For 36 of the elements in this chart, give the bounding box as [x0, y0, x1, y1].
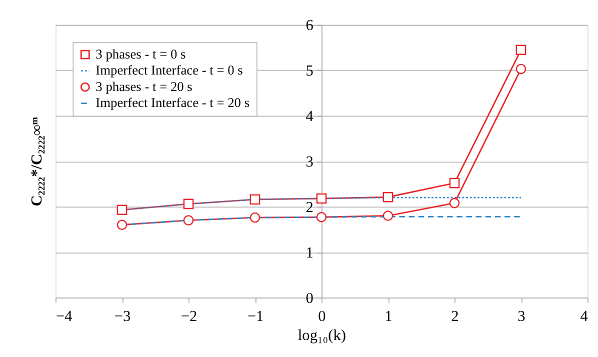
y-tick-label: 5	[306, 62, 314, 80]
x-tick-label: 2	[451, 308, 459, 326]
point	[382, 210, 394, 221]
x-tick-label: −4	[56, 308, 73, 326]
x-axis-title: log₁₀(k)	[298, 327, 346, 344]
point	[516, 64, 526, 74]
point	[449, 178, 460, 188]
point	[382, 192, 394, 202]
x-tick-label: −3	[114, 308, 131, 326]
x-tick-label: 4	[580, 308, 588, 326]
x-tick-label: 0	[318, 308, 326, 326]
x-tick-label: 3	[518, 308, 526, 326]
y-tick-label: 3	[306, 153, 314, 170]
y-axis-title: C₂₂₂₂*/C₂₂₂₂∞ᵐ	[28, 116, 46, 206]
x-tick-label: −1	[247, 308, 264, 326]
y-tick-label: 1	[306, 244, 314, 262]
point	[250, 212, 260, 223]
x-tick-label: −2	[180, 308, 198, 326]
point	[116, 220, 128, 230]
legend-label: 3 phases - t = 20 s	[96, 78, 192, 94]
point	[183, 198, 194, 210]
point	[116, 204, 128, 216]
point	[250, 194, 260, 205]
point	[316, 212, 327, 222]
legend-label: 3 phases - t = 0 s	[96, 46, 186, 62]
y-tick-label: 0	[306, 290, 314, 307]
point	[183, 215, 194, 226]
y-tick-label: 2	[306, 198, 314, 216]
y-tick-label: 4	[306, 108, 314, 126]
x-tick-label: 1	[384, 308, 392, 326]
point	[316, 193, 327, 204]
point	[449, 198, 460, 208]
point	[516, 44, 526, 56]
y-tick-label: 6	[306, 17, 314, 34]
legend-label: Imperfect Interface - t = 20 s	[96, 95, 250, 110]
legend-label: Imperfect Interface - t = 0 s	[96, 62, 243, 78]
